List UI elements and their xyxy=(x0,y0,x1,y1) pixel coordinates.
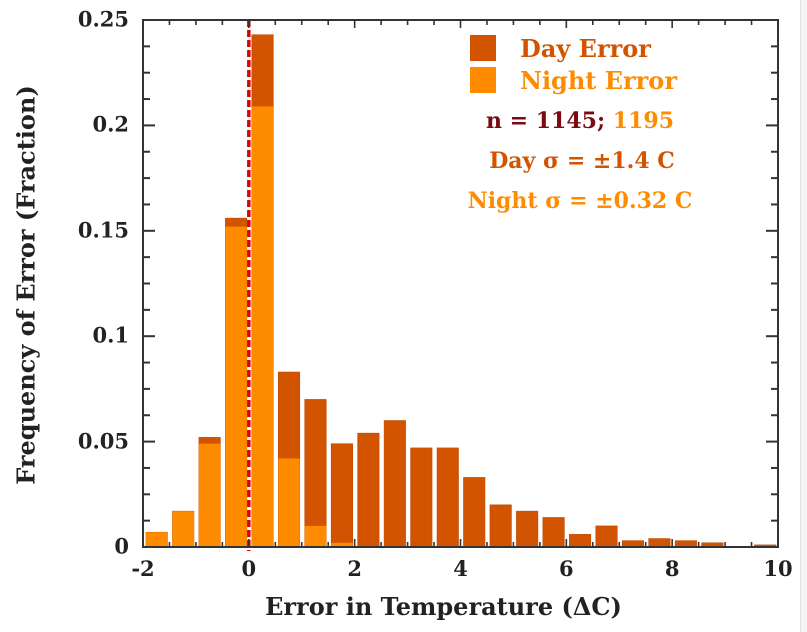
x-tick-label: 8 xyxy=(664,556,680,581)
night-bar xyxy=(146,532,168,547)
day-swatch-icon xyxy=(470,35,496,61)
x-tick-label: -2 xyxy=(131,556,155,581)
y-tick-label: 0.1 xyxy=(92,322,129,348)
night-bar xyxy=(251,106,274,547)
night-bar xyxy=(304,525,327,547)
day-bar xyxy=(383,420,406,548)
n-night-text: 1195 xyxy=(612,108,675,134)
x-tick-label: 6 xyxy=(559,556,574,581)
day-bar xyxy=(304,399,327,548)
day-bar xyxy=(595,525,618,548)
y-tick-label: 0.25 xyxy=(77,6,129,32)
y-tick-label: 0.15 xyxy=(77,217,129,243)
day-bar xyxy=(410,447,433,548)
legend-item-day: Day Error xyxy=(470,32,677,64)
legend-day-label: Day Error xyxy=(520,33,651,63)
y-axis-label-container: Frequency of Error (Fraction) xyxy=(6,0,46,632)
sample-size-annotation: n = 1145; 1195 xyxy=(486,108,674,134)
night-swatch-icon xyxy=(470,67,496,93)
day-bar xyxy=(489,504,512,548)
night-bar xyxy=(172,511,194,547)
day-bar xyxy=(330,443,353,548)
day-bar xyxy=(463,477,486,548)
night-bar xyxy=(198,443,221,547)
night-sigma-annotation: Night σ = ±0.32 C xyxy=(467,188,693,214)
night-bar xyxy=(278,458,300,547)
axes-frame xyxy=(142,19,779,548)
day-bar xyxy=(648,538,671,548)
y-tick-label: 0.05 xyxy=(77,427,129,453)
x-tick-label: 10 xyxy=(763,556,793,581)
day-bar xyxy=(436,447,459,548)
window-edge xyxy=(800,0,807,632)
day-bar xyxy=(569,534,592,548)
day-bar xyxy=(542,517,565,548)
night-bar xyxy=(331,542,353,547)
x-axis-label: Error in Temperature (ΔC) xyxy=(265,592,622,621)
bars-group xyxy=(145,34,777,548)
y-axis-label: Frequency of Error (Fraction) xyxy=(11,85,41,485)
day-bar xyxy=(516,510,539,548)
day-bar xyxy=(357,432,380,548)
x-tick-label: 0 xyxy=(241,556,257,581)
y-tick-label: 0.2 xyxy=(92,111,129,137)
night-bar xyxy=(225,226,247,548)
legend-night-label: Night Error xyxy=(520,65,677,95)
x-tick-label: 4 xyxy=(453,556,468,581)
x-tick-label: 2 xyxy=(347,556,362,581)
n-day-text: n = 1145; xyxy=(485,108,606,134)
legend-item-night: Night Error xyxy=(470,64,677,96)
day-sigma-annotation: Day σ = ±1.4 C xyxy=(489,148,675,174)
y-tick-label: 0 xyxy=(114,533,129,559)
legend: Day Error Night Error xyxy=(470,32,677,96)
